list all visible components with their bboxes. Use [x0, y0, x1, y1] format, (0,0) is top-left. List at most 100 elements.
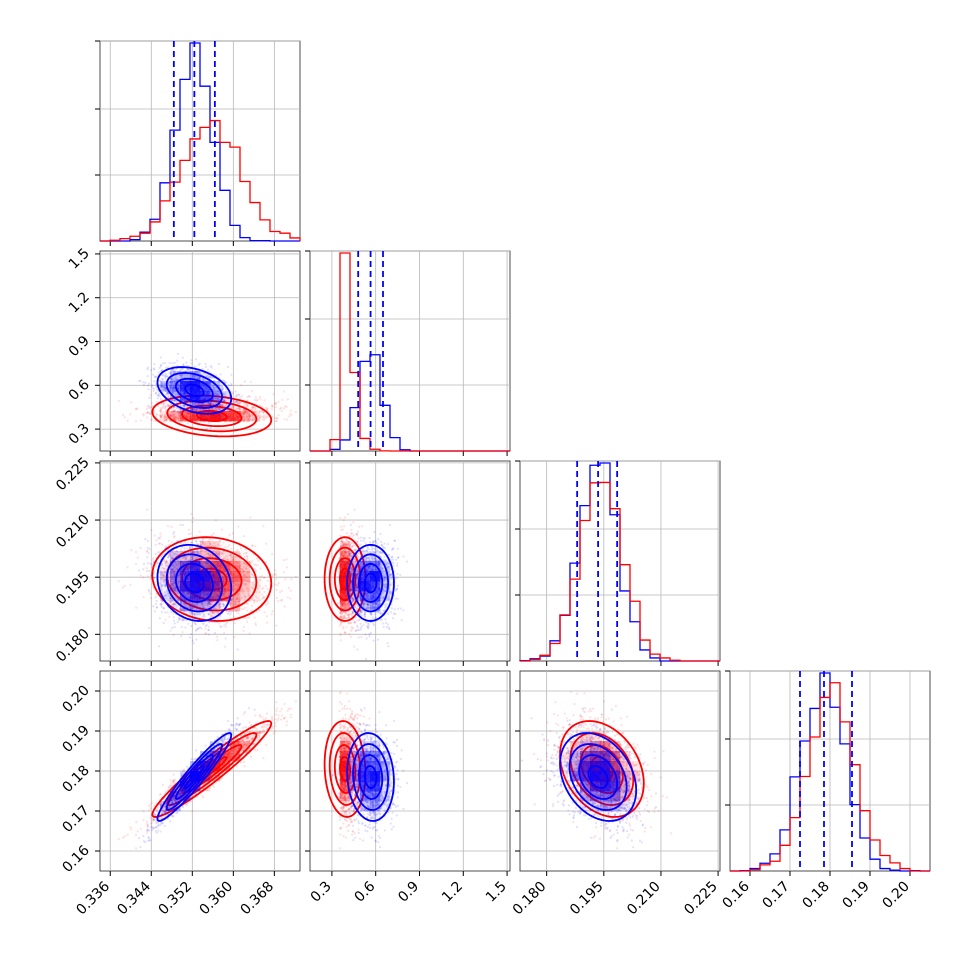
scatter-point — [165, 416, 168, 419]
scatter-point — [239, 408, 242, 412]
density-cell — [220, 591, 231, 602]
scatter-point — [160, 611, 163, 614]
scatter-point — [172, 570, 175, 573]
scatter-point — [222, 392, 225, 395]
scatter-point — [146, 405, 149, 408]
histogram-red — [310, 252, 510, 452]
scatter-point — [167, 413, 170, 416]
scatter-point — [225, 583, 228, 586]
scatter-point — [276, 417, 279, 420]
scatter-point — [186, 368, 189, 371]
scatter-point — [188, 601, 191, 605]
scatter-point — [206, 562, 210, 566]
scatter-point — [259, 410, 262, 413]
scatter-point — [241, 412, 244, 415]
scatter-point — [250, 418, 253, 421]
scatter-point — [164, 418, 167, 422]
scatter-point — [223, 570, 226, 573]
scatter-point — [211, 610, 215, 614]
scatter-point — [232, 399, 236, 402]
scatter-point — [196, 371, 199, 374]
scatter-point — [193, 612, 196, 615]
scatter-point — [159, 414, 162, 418]
scatter-point — [247, 415, 250, 418]
scatter-point — [245, 411, 248, 414]
scatter-point — [205, 562, 208, 565]
scatter-point — [188, 601, 191, 604]
scatter-point — [173, 400, 176, 403]
density-cell — [170, 571, 181, 582]
scatter-point — [263, 611, 266, 614]
scatter-point — [172, 591, 175, 594]
density-cell — [220, 581, 231, 592]
scatter-point — [209, 558, 212, 562]
histogram-red — [100, 119, 301, 242]
scatter-point — [164, 564, 168, 567]
scatter-point — [258, 396, 261, 399]
scatter-point — [123, 584, 126, 587]
scatter-point — [184, 405, 187, 408]
scatter-point — [134, 550, 138, 554]
scatter-point — [177, 411, 181, 414]
scatter-point — [230, 611, 233, 614]
scatter-point — [218, 417, 222, 420]
scatter-point — [209, 403, 212, 406]
scatter-point — [283, 605, 286, 608]
scatter-point — [183, 404, 186, 408]
scatter-point — [209, 553, 213, 557]
scatter-point — [175, 542, 178, 545]
scatter-point — [239, 407, 242, 410]
scatter-point — [200, 404, 203, 407]
scatter-point — [174, 392, 177, 395]
scatter-point — [164, 405, 167, 408]
scatter-point — [227, 416, 231, 419]
scatter-point — [274, 401, 277, 404]
scatter-point — [164, 377, 167, 380]
scatter-point — [224, 581, 228, 584]
scatter-point — [245, 617, 248, 620]
scatter-point — [193, 403, 196, 406]
scatter-point — [201, 414, 204, 418]
scatter-point — [211, 574, 214, 578]
scatter-point — [164, 584, 167, 587]
scatter-point — [201, 408, 204, 411]
scatter-point — [163, 574, 166, 577]
scatter-point — [203, 560, 206, 563]
scatter-point — [161, 386, 164, 389]
scatter-point — [206, 565, 209, 568]
scatter-point — [159, 416, 163, 419]
scatter-point — [262, 410, 265, 414]
scatter-point — [226, 545, 229, 548]
scatter-point — [194, 358, 198, 361]
scatter-point — [209, 402, 212, 406]
scatter-point — [204, 561, 208, 565]
scatter-point — [220, 544, 223, 547]
scatter-point — [170, 584, 173, 587]
scatter-point — [248, 414, 251, 417]
scatter-point — [200, 402, 203, 405]
scatter-point — [171, 361, 174, 365]
scatter-point — [258, 417, 261, 420]
scatter-point — [170, 383, 173, 386]
scatter-point — [180, 374, 184, 377]
scatter-point — [226, 365, 230, 368]
scatter-point — [171, 563, 174, 566]
scatter-point — [154, 552, 157, 556]
scatter-point — [223, 588, 226, 591]
density-cell — [240, 581, 251, 592]
scatter-point — [265, 407, 268, 410]
scatter-point — [249, 516, 252, 519]
scatter-point — [200, 591, 203, 594]
scatter-point — [148, 396, 151, 399]
scatter-point — [176, 597, 179, 600]
scatter-point — [134, 420, 138, 423]
scatter-point — [180, 635, 183, 638]
scatter-point — [142, 414, 145, 417]
density-cell — [200, 601, 211, 612]
scatter-point — [246, 557, 249, 560]
scatter-point — [161, 385, 164, 388]
scatter-point — [264, 416, 267, 420]
scatter-point — [155, 412, 158, 416]
scatter-point — [253, 410, 256, 414]
scatter-point — [168, 362, 171, 365]
